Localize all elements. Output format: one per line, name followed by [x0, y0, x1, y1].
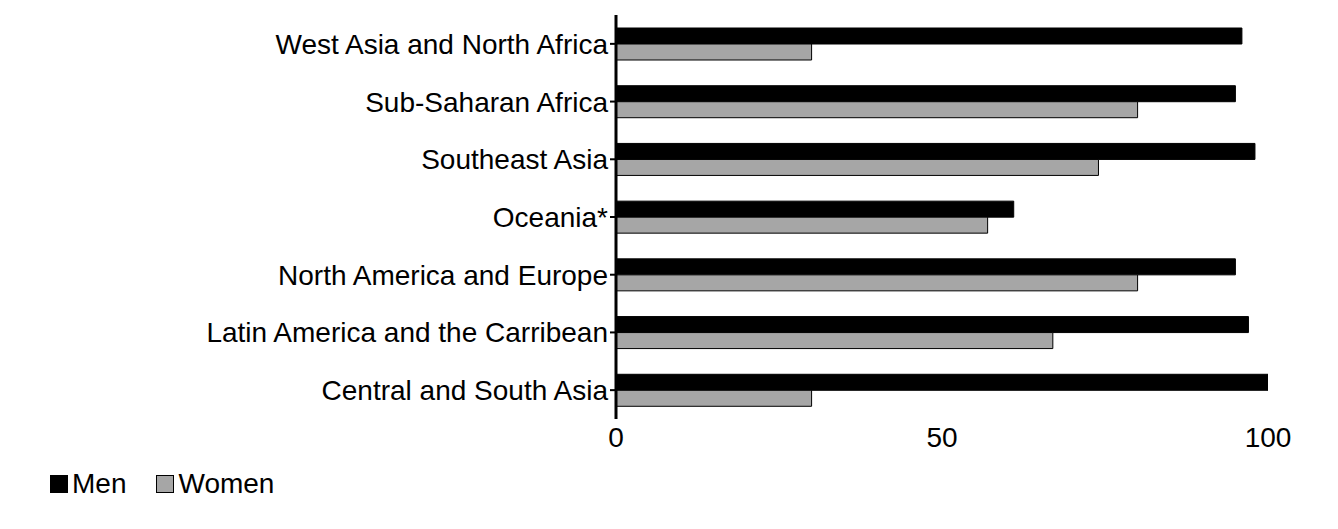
- html-text:Women: Women: [178, 468, 275, 499]
- svg-text:Sub-Saharan Africa: Sub-Saharan Africa: [365, 87, 608, 118]
- html-text:Men: Men: [72, 468, 127, 499]
- svg-text:100: 100: [1245, 422, 1292, 453]
- svg-text:North America and Europe: North America and Europe: [278, 260, 608, 291]
- svg-text:Southeast Asia: Southeast Asia: [421, 144, 608, 175]
- svg-text:Latin America and the Carribea: Latin America and the Carribean: [206, 317, 608, 348]
- svg-text:Oceania*: Oceania*: [493, 202, 608, 233]
- svg-text:West Asia and North Africa: West Asia and North Africa: [275, 29, 608, 60]
- svg-text:Central and South Asia: Central and South Asia: [322, 375, 609, 406]
- svg-text:50: 50: [926, 422, 957, 453]
- svg-text:0: 0: [608, 422, 624, 453]
